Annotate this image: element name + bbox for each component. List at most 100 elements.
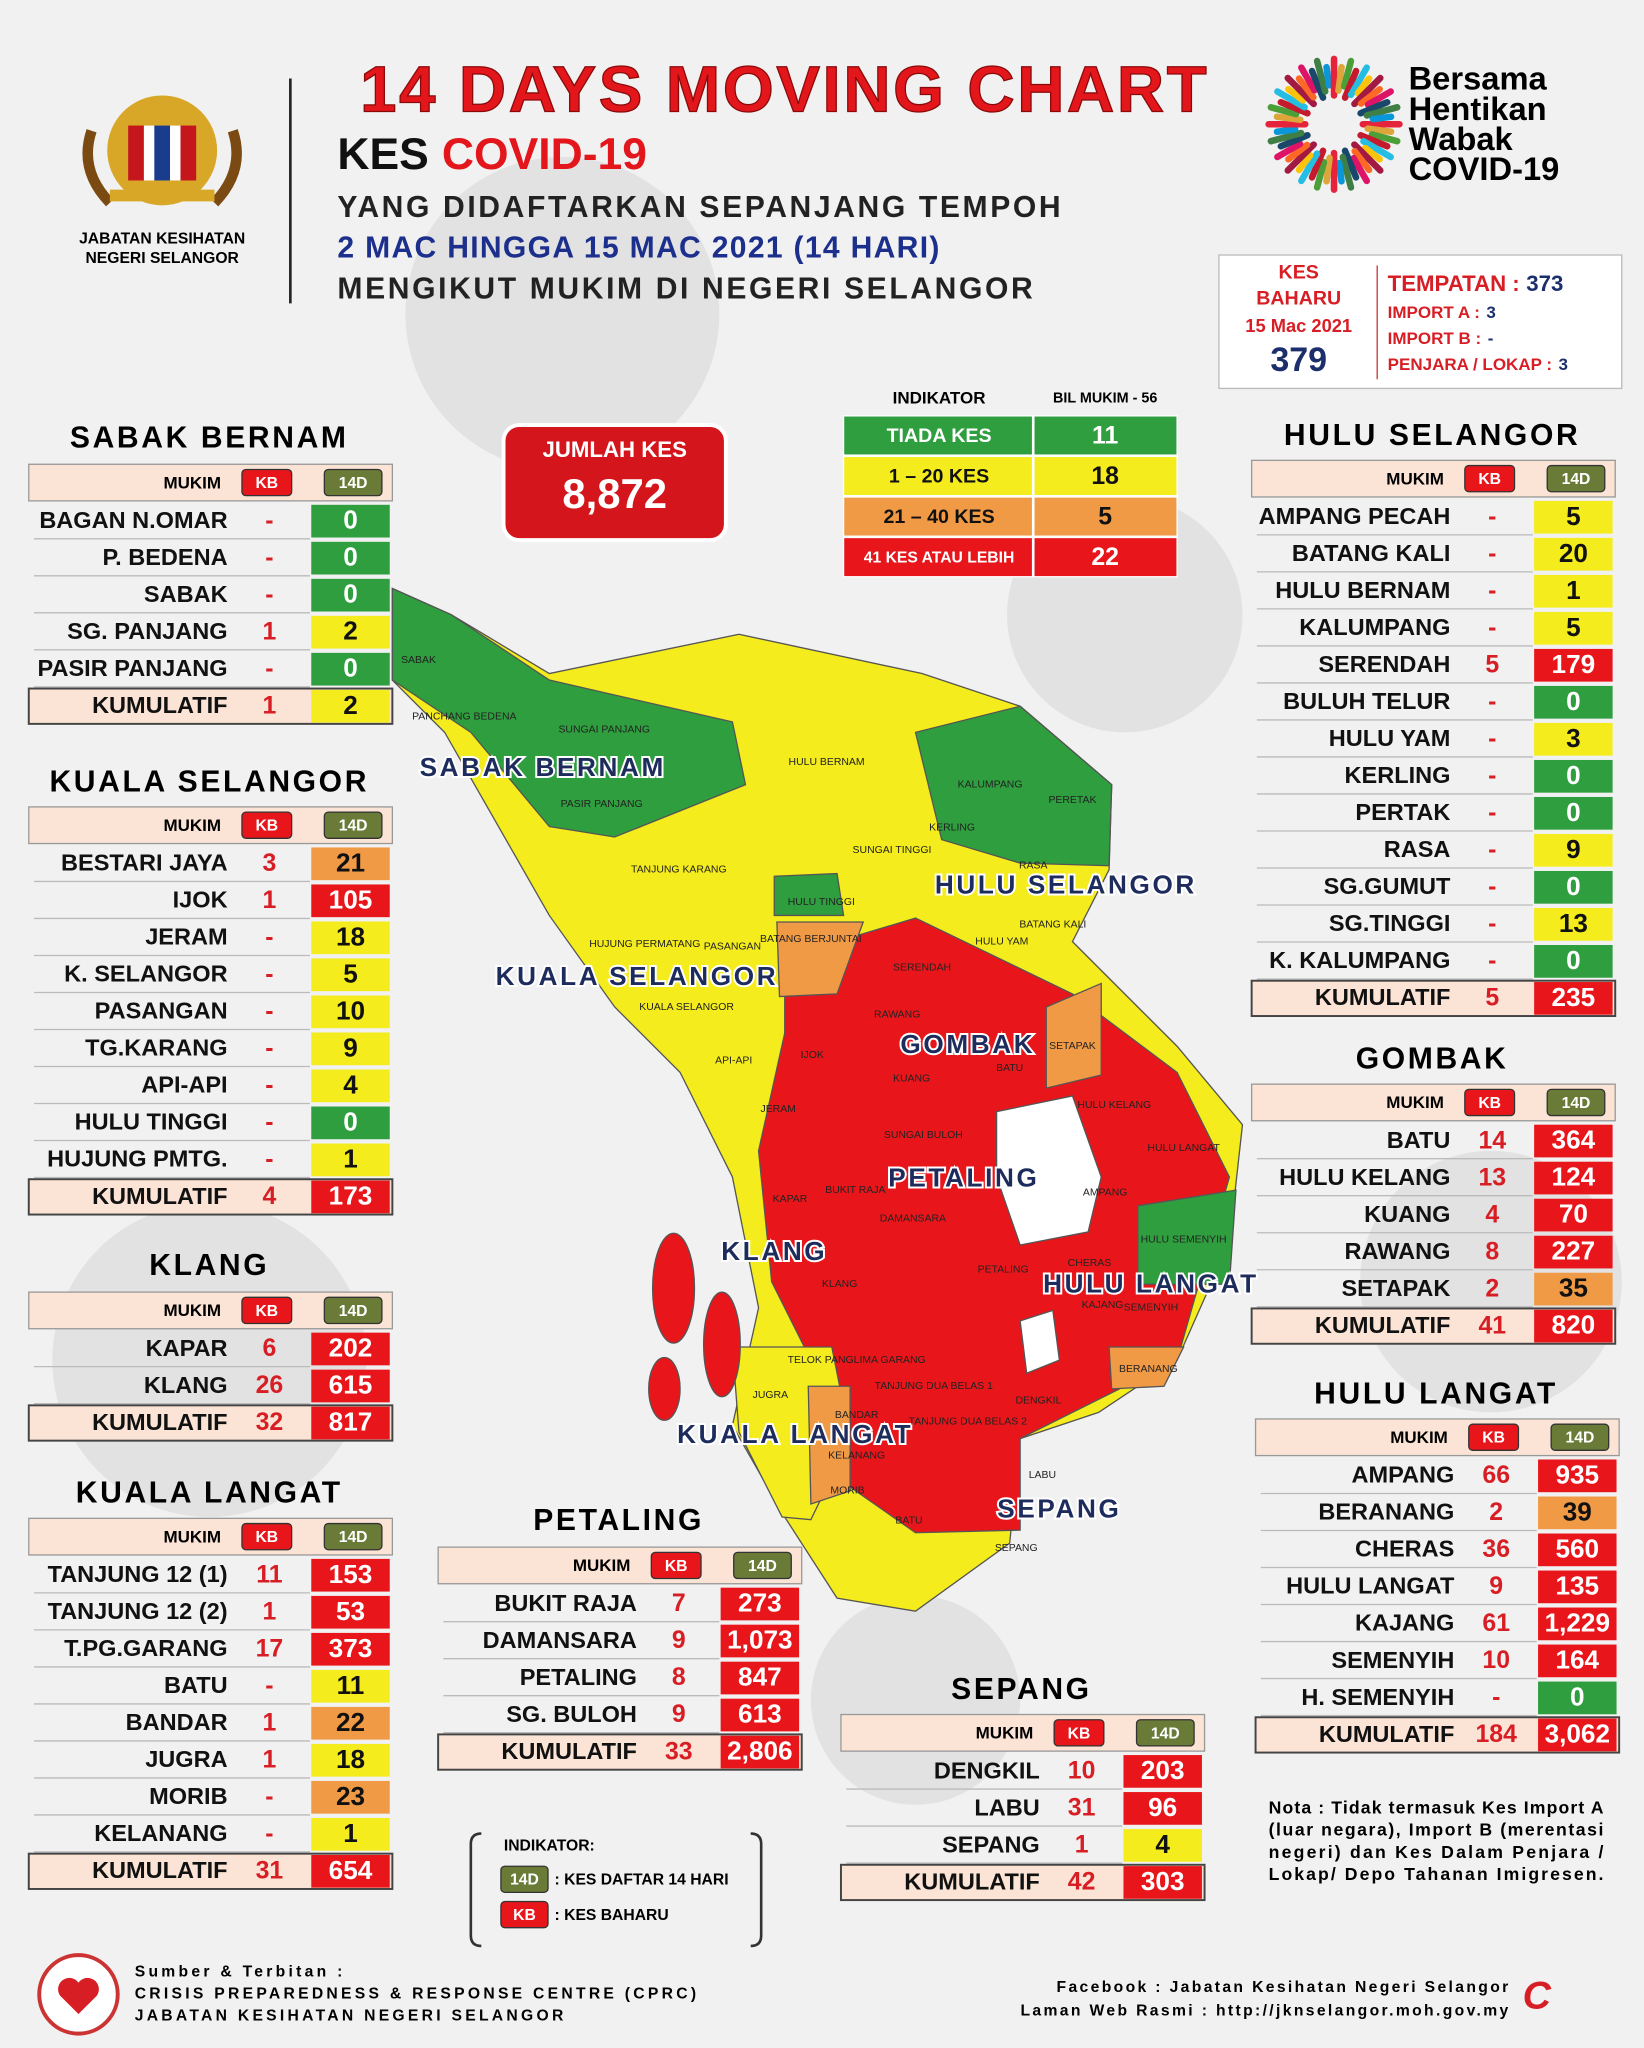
kb-value: - [265, 924, 273, 951]
kb-value: 26 [256, 1372, 284, 1399]
mukim-name: HULU LANGAT [1286, 1573, 1455, 1599]
map-mukim-label: DAMANSARA [880, 1214, 946, 1225]
kb-value: 4 [263, 1183, 277, 1210]
d14-value: 0 [1566, 760, 1581, 790]
d14-value: 227 [1552, 1236, 1596, 1266]
d14-cell [1534, 685, 1613, 719]
map-mukim-label: KUANG [893, 1074, 930, 1085]
map-mukim-label: TANJUNG DUA BELAS 1 [875, 1381, 993, 1392]
d14-cell [311, 1369, 390, 1403]
mukim-name: DENGKIL [934, 1757, 1040, 1783]
kb-badge-text: KB [1068, 1725, 1091, 1742]
kb-badge [650, 1551, 702, 1580]
total-label: KUMULATIF [92, 692, 228, 718]
header-mukim: MUKIM [1390, 1428, 1448, 1447]
burst-ray [1360, 137, 1394, 161]
burst-ray [1364, 88, 1394, 108]
map-mukim-label: MORIB [830, 1486, 864, 1497]
d14-badge-text: 14D [1566, 1430, 1595, 1447]
indicator-count: 18 [1091, 463, 1119, 490]
kb-value: - [1488, 726, 1496, 753]
d14-badge [323, 1522, 383, 1551]
burst-ray [1351, 74, 1384, 108]
map-mukim-label: RAWANG [874, 1010, 920, 1021]
header-mukim: MUKIM [976, 1724, 1034, 1743]
map-district-label: HULU LANGAT [1043, 1268, 1259, 1298]
d14-cell [1123, 1829, 1202, 1862]
d14-value: 2 [343, 690, 358, 720]
map-mukim-label: KAJANG [1082, 1300, 1124, 1311]
header-mukim: MUKIM [163, 816, 221, 835]
d14-value: 20 [1559, 538, 1588, 568]
d14-cell [311, 1032, 390, 1066]
map-mukim-label: KAPAR [773, 1194, 808, 1205]
d14-cell [311, 504, 390, 538]
kb-value: - [265, 1784, 273, 1811]
mukim-name: HUJUNG PMTG. [47, 1146, 227, 1172]
map-island [648, 1356, 681, 1421]
d14-cell [1538, 1459, 1617, 1493]
mukim-name: JERAM [145, 924, 227, 950]
map-hole [1019, 1309, 1061, 1375]
kb-value: 61 [1482, 1610, 1510, 1637]
mukim-name: SERENDAH [1318, 651, 1450, 677]
indicator-table: INDIKATOR BIL MUKIM - 56 TIADA KES 11 1 – 20… [842, 388, 1178, 578]
d14-cell [311, 578, 390, 612]
map-mukim-label: BUKIT RAJA [825, 1185, 885, 1196]
d14-cell [1538, 1496, 1617, 1530]
d14-badge [1135, 1719, 1195, 1747]
agency-line: NEGERI SELANGOR [85, 250, 238, 267]
kb-value: - [1492, 1684, 1500, 1711]
d14-badge-text: 14D [339, 1303, 368, 1320]
d14-cell [1534, 1198, 1613, 1232]
mukim-name: P. BEDENA [102, 544, 227, 570]
map-mukim-label: HULU KELANG [1077, 1100, 1151, 1111]
d14-value: 2,806 [727, 1736, 792, 1766]
note-line: Lokap/ Depo Tahanan Imigresen. [1269, 1864, 1604, 1884]
kb-value: - [1488, 577, 1496, 604]
d14-cell [1123, 1792, 1202, 1825]
d14-cell [720, 1735, 800, 1769]
map-mukim-label: SUNGAI PANJANG [558, 725, 650, 736]
indicator-label: 41 KES ATAU LEBIH [864, 550, 1015, 567]
mukim-name: SEMENYIH [1331, 1647, 1454, 1673]
map-mukim-label: RASA [1019, 861, 1047, 872]
kb-value: 1 [263, 887, 277, 914]
mukim-name: BERANANG [1318, 1499, 1454, 1525]
d14-cell [1534, 907, 1613, 941]
burst-ray [1295, 152, 1314, 174]
kb-value: 1 [1075, 1832, 1089, 1859]
legend-bracket [469, 1832, 763, 1948]
kb-value: 32 [256, 1409, 284, 1436]
kb-badge-text: KB [255, 1529, 278, 1546]
indicator-header: INDIKATOR [893, 388, 986, 407]
new-cases-item: TEMPATAN :373 [1388, 271, 1564, 296]
burst-ray [1339, 153, 1355, 191]
map-district-label: PETALING [888, 1163, 1039, 1193]
d14-cell [311, 921, 390, 955]
district-table: SABAK BERNAM MUKIM KB 14D BAGAN N.OMAR - 0 P. B… [27, 421, 394, 725]
mukim-name: PASANGAN [95, 998, 228, 1024]
mukim-name: RAWANG [1345, 1238, 1451, 1264]
mukim-name: BULUH TELUR [1283, 688, 1450, 714]
indicator-label: 21 – 40 KES [883, 506, 994, 528]
total-value: 8,872 [562, 470, 667, 517]
crest-logo [82, 95, 242, 207]
map-mukim-label: SEPANG [995, 1543, 1038, 1554]
kb-value: 3 [263, 850, 277, 877]
kb-value: 5 [1485, 651, 1499, 678]
d14-cell [1534, 759, 1613, 793]
kb-value: 13 [1478, 1164, 1506, 1191]
indicator-label: TIADA KES [887, 425, 992, 447]
mukim-name: KALUMPANG [1299, 614, 1450, 640]
mukim-name: CHERAS [1355, 1536, 1454, 1562]
total-label: JUMLAH KES [542, 437, 686, 462]
burst-ray [1273, 126, 1299, 136]
kb-value: 2 [1485, 1275, 1499, 1302]
map: SABAK BERNAM HULU SELANGOR KUALA SELANGOR G… [391, 587, 1259, 1612]
d14-value: 4 [343, 1069, 358, 1099]
map-district-label: SEPANG [997, 1493, 1121, 1523]
map-mukim-label: SUNGAI TINGGI [853, 845, 932, 856]
